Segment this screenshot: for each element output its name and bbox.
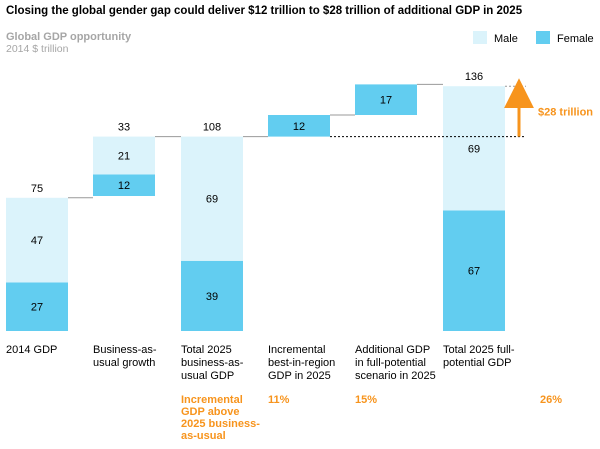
percentage-label-4: 15%: [355, 394, 377, 406]
bar-0-male: [6, 197, 68, 283]
percentage-label-5: 26%: [540, 394, 562, 406]
category-label-1: Business-as-: [93, 344, 157, 356]
bar-1-female-label: 12: [118, 180, 130, 192]
bar-5-female-label: 67: [468, 266, 480, 278]
bar-4-female: [355, 84, 417, 115]
category-label-3: GDP in 2025: [268, 370, 331, 382]
bar-0-total-label: 75: [31, 183, 43, 195]
category-label-2: usual GDP: [181, 370, 234, 382]
percentage-label-3: 11%: [268, 394, 290, 406]
category-label-2: Total 2025: [181, 344, 232, 356]
category-label-4: scenario in 2025: [355, 370, 436, 382]
bar-1-female: [93, 174, 155, 196]
bar-5-total-label: 136: [465, 71, 483, 83]
percentage-label-2: Incremental: [181, 394, 243, 406]
bar-5-female: [443, 210, 505, 331]
bar-0-female-label: 27: [31, 302, 43, 314]
percentage-label-2: 2025 business-: [181, 418, 260, 430]
chart-marks: 27 47 75 12 21 33 39 69 108 12 17 67 69 136 $28 trilli…: [6, 71, 593, 442]
bar-3-female-label: 12: [293, 121, 305, 133]
bar-1-total-label: 33: [118, 122, 130, 134]
bar-5-male: [443, 86, 505, 211]
category-label-0: 2014 GDP: [6, 344, 57, 356]
category-label-1: usual growth: [93, 357, 155, 369]
gap-label: $28 trillion: [538, 106, 593, 118]
bar-0-male-label: 47: [31, 235, 43, 247]
category-label-3: Incremental: [268, 344, 325, 356]
bar-2-male-label: 69: [206, 194, 218, 206]
bar-2-male: [181, 136, 243, 261]
bar-2-female-label: 39: [206, 291, 218, 303]
chart-title: Closing the global gender gap could deli…: [6, 5, 523, 17]
category-label-4: Additional GDP: [355, 344, 430, 356]
bar-0-female: [6, 282, 68, 331]
bar-2-female: [181, 260, 243, 331]
legend-label-male: Male: [494, 33, 518, 45]
bar-5-male-label: 69: [468, 143, 480, 155]
bar-4-female-label: 17: [380, 95, 392, 107]
category-label-2: business-as-: [181, 357, 244, 369]
bar-2-total-label: 108: [203, 122, 221, 134]
percentage-label-2: as-usual: [181, 430, 226, 442]
bar-3-female: [268, 115, 330, 137]
percentage-label-2: GDP above: [181, 406, 240, 418]
legend-swatch-male: [473, 31, 487, 44]
category-label-5: Total 2025 full-: [443, 344, 515, 356]
bar-1-male: [93, 136, 155, 175]
category-label-5: potential GDP: [443, 357, 511, 369]
category-label-4: in full-potential: [355, 357, 426, 369]
unit-label: 2014 $ trillion: [6, 43, 69, 55]
legend-swatch-female: [536, 31, 550, 44]
chart-subtitle: Global GDP opportunity: [6, 31, 132, 43]
legend-label-female: Female: [557, 33, 594, 45]
category-label-3: best-in-region: [268, 357, 335, 369]
bar-1-male-label: 21: [118, 151, 130, 163]
